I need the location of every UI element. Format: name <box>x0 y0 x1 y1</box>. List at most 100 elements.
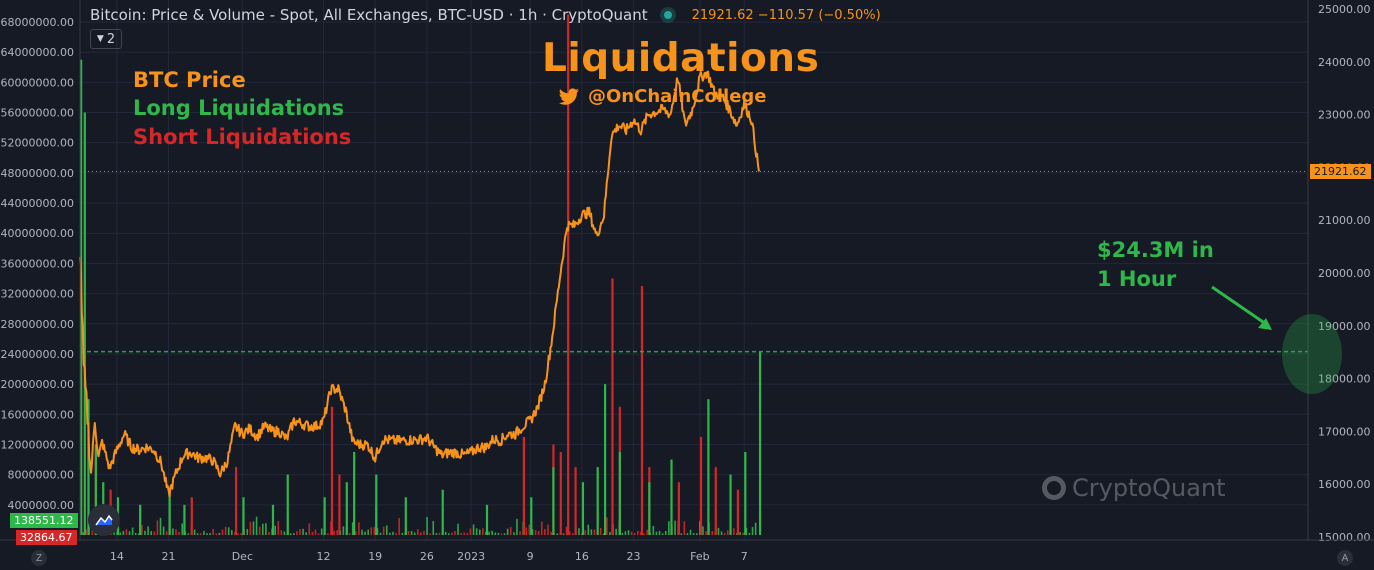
left-tick-label: 36000000.00 <box>1 257 74 270</box>
left-tick-label: 28000000.00 <box>1 318 74 331</box>
long-last-tag: 138551.12 <box>10 513 78 528</box>
long-liq-bar <box>562 533 565 535</box>
long-liq-bar <box>265 523 267 535</box>
right-tick-label: 23000.00 <box>1318 109 1371 122</box>
short-liq-bar <box>165 531 168 535</box>
left-tick-label: 12000000.00 <box>1 438 74 451</box>
short-liq-bar <box>354 531 357 535</box>
long-liq-bar <box>193 529 196 535</box>
chart-header: Bitcoin: Price & Volume - Spot, All Exch… <box>90 6 881 24</box>
annotation-shapes <box>1211 285 1342 394</box>
long-liq-bar <box>602 533 605 535</box>
short-liq-bar <box>500 533 503 535</box>
short-liq-bar <box>606 517 608 535</box>
x-tick-label: 2023 <box>457 550 485 563</box>
short-liq-bar <box>407 531 410 535</box>
long-liq-bar <box>596 467 599 535</box>
long-liq-bar <box>252 521 255 535</box>
chevron-down-icon: ▼ <box>96 34 104 44</box>
short-liq-bar <box>234 532 236 535</box>
short-liq-bar <box>153 531 156 535</box>
long-liq-bar <box>292 533 295 535</box>
long-liq-bar <box>552 467 555 535</box>
long-liq-bar <box>389 532 391 535</box>
short-liq-bar <box>398 517 400 535</box>
right-tick-label: 25000.00 <box>1318 3 1371 16</box>
right-tick-label: 20000.00 <box>1318 267 1371 280</box>
long-liq-bar <box>652 525 655 535</box>
short-liq-bar <box>336 530 338 535</box>
long-liq-bar <box>94 444 97 535</box>
long-liq-bar <box>432 520 435 535</box>
left-tick-label: 40000000.00 <box>1 227 74 240</box>
short-liq-bar <box>547 524 549 535</box>
short-liq-bar <box>416 529 419 535</box>
x-tick-label: Feb <box>690 550 709 563</box>
short-liq-bar <box>370 527 373 535</box>
arrow-head <box>1258 318 1272 330</box>
long-liq-bar <box>283 531 286 535</box>
short-liq-bar <box>308 523 311 535</box>
short-liq-bar <box>630 531 633 535</box>
long-liq-bar <box>353 452 356 535</box>
long-liq-bar <box>345 482 348 535</box>
cloud-icon <box>95 514 113 526</box>
short-liq-bar <box>296 531 298 535</box>
long-liq-bar <box>729 474 732 535</box>
long-liq-bar <box>181 523 184 535</box>
short-liq-bar <box>373 527 376 535</box>
long-liq-bar <box>627 530 630 535</box>
overlay-title: Liquidations <box>542 36 820 81</box>
long-liq-bar <box>255 516 258 535</box>
short-liq-bar <box>330 406 334 535</box>
long-liq-bar <box>702 526 704 535</box>
long-liq-bar <box>426 517 428 535</box>
long-liq-bar <box>87 399 90 535</box>
left-tick-label: 44000000.00 <box>1 197 74 210</box>
short-liq-bar <box>395 533 397 535</box>
short-liq-bar <box>637 530 639 535</box>
short-liq-bar <box>643 533 645 535</box>
long-liq-bar <box>615 528 617 535</box>
auto-scale-button[interactable]: A <box>1337 550 1353 566</box>
long-liq-bar <box>497 532 500 535</box>
x-tick-label: 19 <box>368 550 382 563</box>
long-liq-bar <box>488 531 490 535</box>
long-liq-bar <box>531 529 534 535</box>
long-liq-bar <box>661 533 664 535</box>
short-liq-bar <box>212 528 214 535</box>
long-liq-bar <box>364 531 366 535</box>
long-liq-bar <box>457 523 459 535</box>
long-liq-bar <box>392 531 394 535</box>
short-liq-bar <box>550 531 552 535</box>
short-liq-bar <box>469 528 472 535</box>
indicator-toggle-button[interactable]: ▼ 2 <box>90 29 122 49</box>
twitter-handle: @OnChainCollege <box>558 86 767 107</box>
btc-price-series <box>79 70 760 498</box>
long-liq-bar <box>410 531 413 535</box>
tradingview-logo-icon[interactable] <box>88 504 120 536</box>
long-liq-bar <box>578 528 580 535</box>
short-liq-bar <box>333 530 335 535</box>
long-liq-bar <box>748 532 751 535</box>
long-liq-bar <box>375 474 378 535</box>
x-tick-label: 21 <box>162 550 176 563</box>
zoom-auto-button[interactable]: Z <box>31 550 47 566</box>
short-liq-bar <box>348 532 351 535</box>
long-liq-bar <box>401 532 404 535</box>
short-liq-bar <box>593 529 596 535</box>
long-liq-bar <box>203 531 205 535</box>
long-liq-bar <box>159 517 162 535</box>
price-last-tag: 21921.62 <box>1310 164 1371 179</box>
short-liq-bar <box>460 532 462 535</box>
long-liq-bar <box>320 528 323 535</box>
long-liq-bar <box>485 504 489 535</box>
left-tick-label: 60000000.00 <box>1 76 74 89</box>
short-liq-bar <box>584 530 586 535</box>
legend-short-liquidations: Short Liquidations <box>133 125 352 149</box>
long-liq-bar <box>503 533 506 535</box>
short-liq-bar <box>215 533 218 535</box>
short-liq-bar <box>125 529 128 535</box>
